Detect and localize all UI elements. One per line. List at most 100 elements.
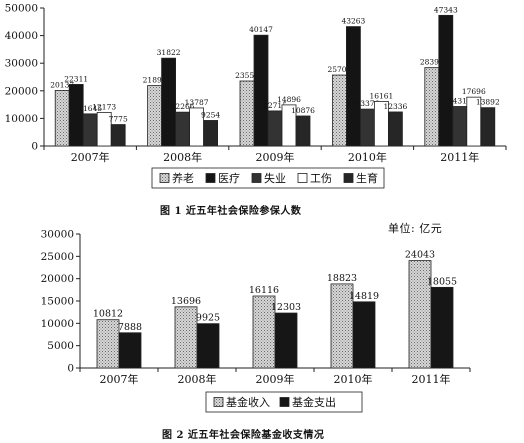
bar — [175, 111, 191, 147]
data-label: 21891 — [143, 76, 167, 85]
legend-swatch — [343, 173, 354, 183]
x-tick-label: 2007年 — [100, 372, 139, 386]
data-label: 12173 — [92, 102, 116, 111]
legend-label: 失业 — [264, 172, 286, 185]
y-tick-label: 20000 — [41, 273, 74, 285]
data-label: 40147 — [249, 25, 273, 34]
data-label: 16161 — [369, 91, 393, 100]
bar — [174, 306, 198, 369]
x-tick-label: 2009年 — [256, 372, 295, 386]
data-label: 13376 — [355, 99, 379, 108]
y-tick-label: 25000 — [41, 251, 74, 263]
y-tick-label: 10000 — [41, 318, 74, 330]
data-label: 25707 — [327, 65, 351, 74]
y-tick-label: 20000 — [5, 85, 38, 97]
data-label: 31822 — [157, 48, 181, 57]
data-label: 12336 — [383, 102, 407, 111]
y-tick-label: 15000 — [41, 296, 74, 308]
x-tick-label: 2010年 — [334, 372, 373, 386]
bar — [424, 67, 440, 147]
bar — [267, 110, 283, 147]
y-tick-label: 0 — [67, 363, 74, 375]
legend-label: 工伤 — [310, 172, 332, 185]
data-label: 12266 — [171, 102, 195, 111]
data-label: 24043 — [405, 250, 435, 261]
bar — [239, 80, 255, 147]
x-tick-label: 2009年 — [256, 150, 295, 164]
data-label: 7775 — [109, 115, 128, 124]
bar — [196, 323, 220, 369]
bar — [147, 85, 163, 147]
data-label: 18823 — [327, 273, 357, 284]
data-label: 18055 — [427, 276, 457, 287]
bar — [345, 26, 361, 147]
data-label: 28391 — [420, 58, 444, 67]
data-label: 7888 — [118, 322, 142, 333]
bar — [68, 84, 84, 147]
data-label: 12715 — [263, 101, 287, 110]
x-tick-label: 2010年 — [348, 150, 387, 164]
bar — [274, 312, 298, 369]
legend-swatch — [213, 397, 224, 407]
bar — [331, 74, 347, 147]
legend-swatch — [159, 173, 170, 183]
data-label: 14896 — [277, 95, 301, 104]
bar — [352, 301, 376, 369]
bar — [110, 124, 126, 147]
data-label: 12303 — [271, 302, 301, 313]
legend-swatch — [297, 173, 308, 183]
bar — [430, 286, 454, 369]
unit-label: 单位: 亿元 — [388, 222, 443, 235]
data-label: 20137 — [50, 80, 74, 89]
data-label: 17696 — [462, 87, 486, 96]
legend-label: 基金支出 — [292, 395, 336, 409]
bar — [480, 107, 496, 147]
x-tick-label: 2011年 — [412, 372, 451, 386]
y-tick-label: 5000 — [47, 340, 74, 352]
y-tick-label: 40000 — [5, 30, 38, 42]
data-label: 13696 — [171, 296, 201, 307]
y-tick-label: 10000 — [5, 113, 38, 125]
data-label: 9254 — [201, 110, 220, 119]
data-label: 13892 — [476, 98, 500, 107]
bar — [118, 332, 142, 369]
y-tick-label: 50000 — [5, 3, 38, 15]
legend-swatch — [251, 173, 262, 183]
legend-box — [151, 167, 385, 189]
x-tick-label: 2007年 — [71, 150, 110, 164]
chart-fund-balance: 0 5000 10000 15000 20000 25000 30000 2007年 2008年… — [41, 229, 471, 413]
data-label: 43263 — [341, 17, 365, 26]
data-label: 10876 — [291, 106, 315, 115]
y-tick-label: 0 — [31, 141, 38, 153]
data-label: 14819 — [349, 291, 379, 302]
x-tick-label: 2011年 — [440, 150, 479, 164]
bar — [161, 57, 177, 147]
data-label: 14317 — [448, 96, 472, 105]
data-label: 47343 — [434, 5, 458, 14]
legend-label: 生育 — [356, 171, 378, 185]
figure-2-caption: 图 2 近五年社会保险基金收支情况 — [162, 430, 325, 441]
legend-swatch — [279, 397, 290, 407]
legend-label: 养老 — [172, 171, 194, 185]
bar — [54, 90, 70, 147]
data-label: 11645 — [78, 104, 102, 113]
x-tick-label: 2008年 — [163, 150, 202, 164]
y-tick-label: 30000 — [5, 58, 38, 70]
bar — [452, 106, 468, 147]
bar — [253, 34, 269, 147]
x-tick-label: 2008年 — [178, 372, 217, 386]
bar — [438, 14, 454, 147]
legend-label: 基金收入 — [226, 395, 270, 409]
data-label: 9925 — [196, 313, 220, 324]
chart-participants: 0 10000 20000 30000 40000 50000 2007年 2008年 2009… — [5, 3, 507, 189]
figure-1-caption: 图 1 近五年社会保险参保人数 — [160, 206, 302, 217]
legend-swatch — [205, 173, 216, 183]
bar — [82, 113, 98, 147]
data-label: 10812 — [93, 309, 123, 320]
bar — [96, 319, 120, 369]
data-label: 23550 — [235, 71, 259, 80]
data-label: 22311 — [64, 74, 88, 83]
bar — [295, 115, 311, 147]
